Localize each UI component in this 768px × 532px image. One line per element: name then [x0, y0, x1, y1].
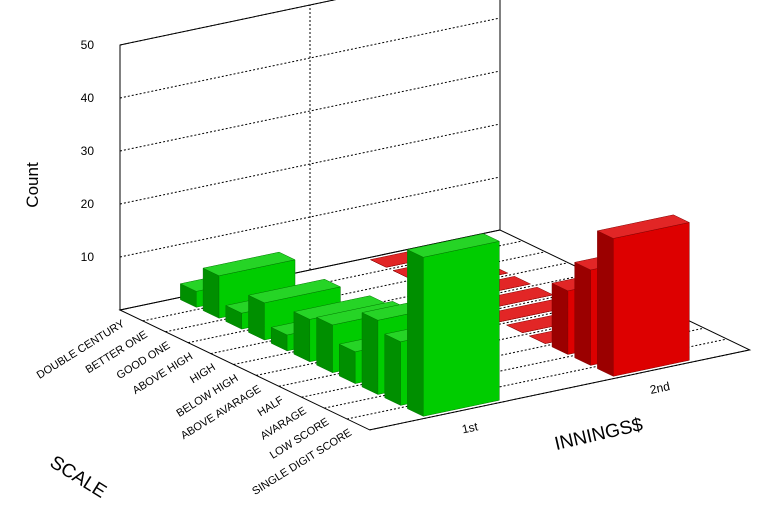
bar-top [406, 233, 501, 258]
bar-front [613, 222, 690, 377]
grid-line [119, 176, 501, 258]
bar-side [574, 261, 591, 366]
x-tick-label: HALF [256, 394, 286, 419]
y-tick-label: 10 [81, 250, 95, 264]
bar-side [597, 230, 614, 377]
grid-line [119, 70, 501, 152]
z-tick-label: 1st [461, 419, 480, 436]
bar-top [202, 251, 296, 277]
bar [596, 214, 691, 377]
bar-side [384, 333, 401, 406]
y-tick-label: 50 [81, 38, 95, 52]
grid-line [119, 123, 501, 205]
bar-side [551, 282, 569, 355]
y-tick-label: 30 [81, 144, 95, 158]
bar-top [596, 214, 691, 239]
y-tick-label: 20 [81, 197, 95, 211]
bar-side [316, 316, 333, 374]
grid-line [119, 0, 337, 46]
z-tick-label: 2nd [649, 379, 672, 397]
x-axis-title: SCALE [46, 452, 110, 503]
grid-line [119, 17, 501, 99]
floor-grid [369, 349, 750, 431]
bar-side [202, 267, 220, 319]
bar-side [361, 312, 379, 395]
back-wall [119, 0, 501, 311]
bar-side [407, 249, 424, 417]
bar-side [293, 311, 311, 363]
y-axis-title: Count [23, 162, 42, 208]
y-tick-label: 40 [81, 91, 95, 105]
x-tick-label: HIGH [188, 361, 218, 386]
bar-top [247, 278, 342, 304]
bar-front [423, 240, 500, 417]
bar [406, 233, 501, 417]
z-axis-title: INNINGS$ [553, 414, 646, 455]
